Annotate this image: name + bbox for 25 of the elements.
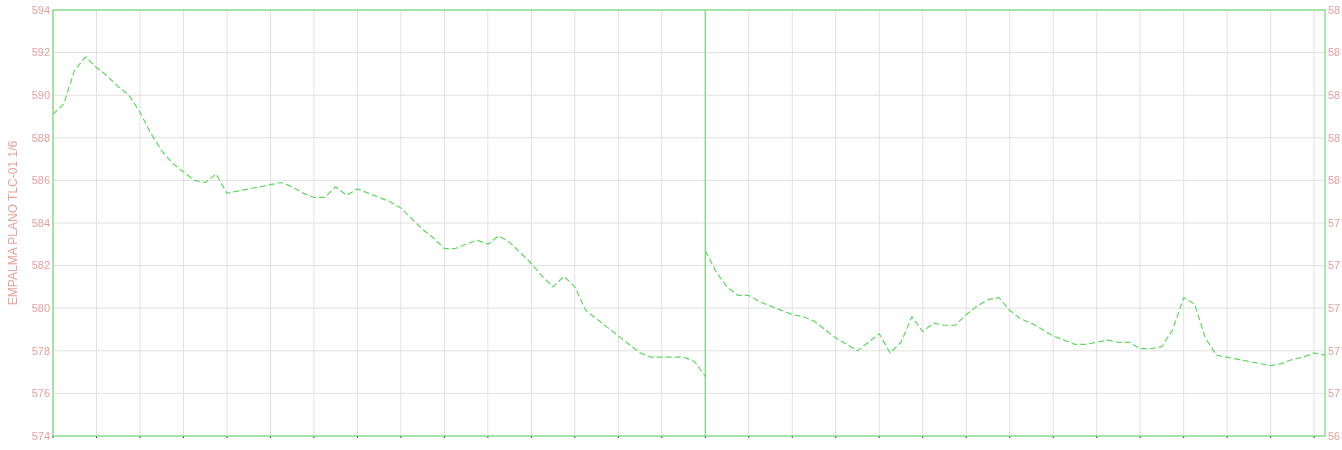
y-tick-label: 588 [31,131,50,144]
line-series [52,56,706,377]
y-tick-label: 582 [31,259,50,272]
y-tick-label: 586 [31,174,50,187]
y-tick-label: 594 [31,3,50,16]
y-tick-label: 574 [31,429,50,442]
y-tick-label: 584 [31,216,50,229]
text: 58 [1328,46,1341,59]
text: 58 [1328,131,1341,144]
text: 58 [1328,3,1341,16]
line-series [704,250,1326,367]
y-tick-label: 590 [31,89,50,102]
y-tick-label: 580 [31,302,50,315]
y-tick-label: 576 [31,387,50,400]
text: 57 [1328,216,1341,229]
y-tick-label: 592 [31,46,50,59]
text: 57 [1328,302,1341,315]
text: 58 [1328,89,1341,102]
text: 57 [1328,344,1341,357]
y-tick-label: 578 [31,344,50,357]
y-axis-title: EMPALMA PLANO TLC-01 1/6 [6,140,20,306]
text: 56 [1328,429,1341,442]
text: 57 [1328,259,1341,272]
text: 58 [1328,174,1341,187]
text: 57 [1328,387,1341,400]
